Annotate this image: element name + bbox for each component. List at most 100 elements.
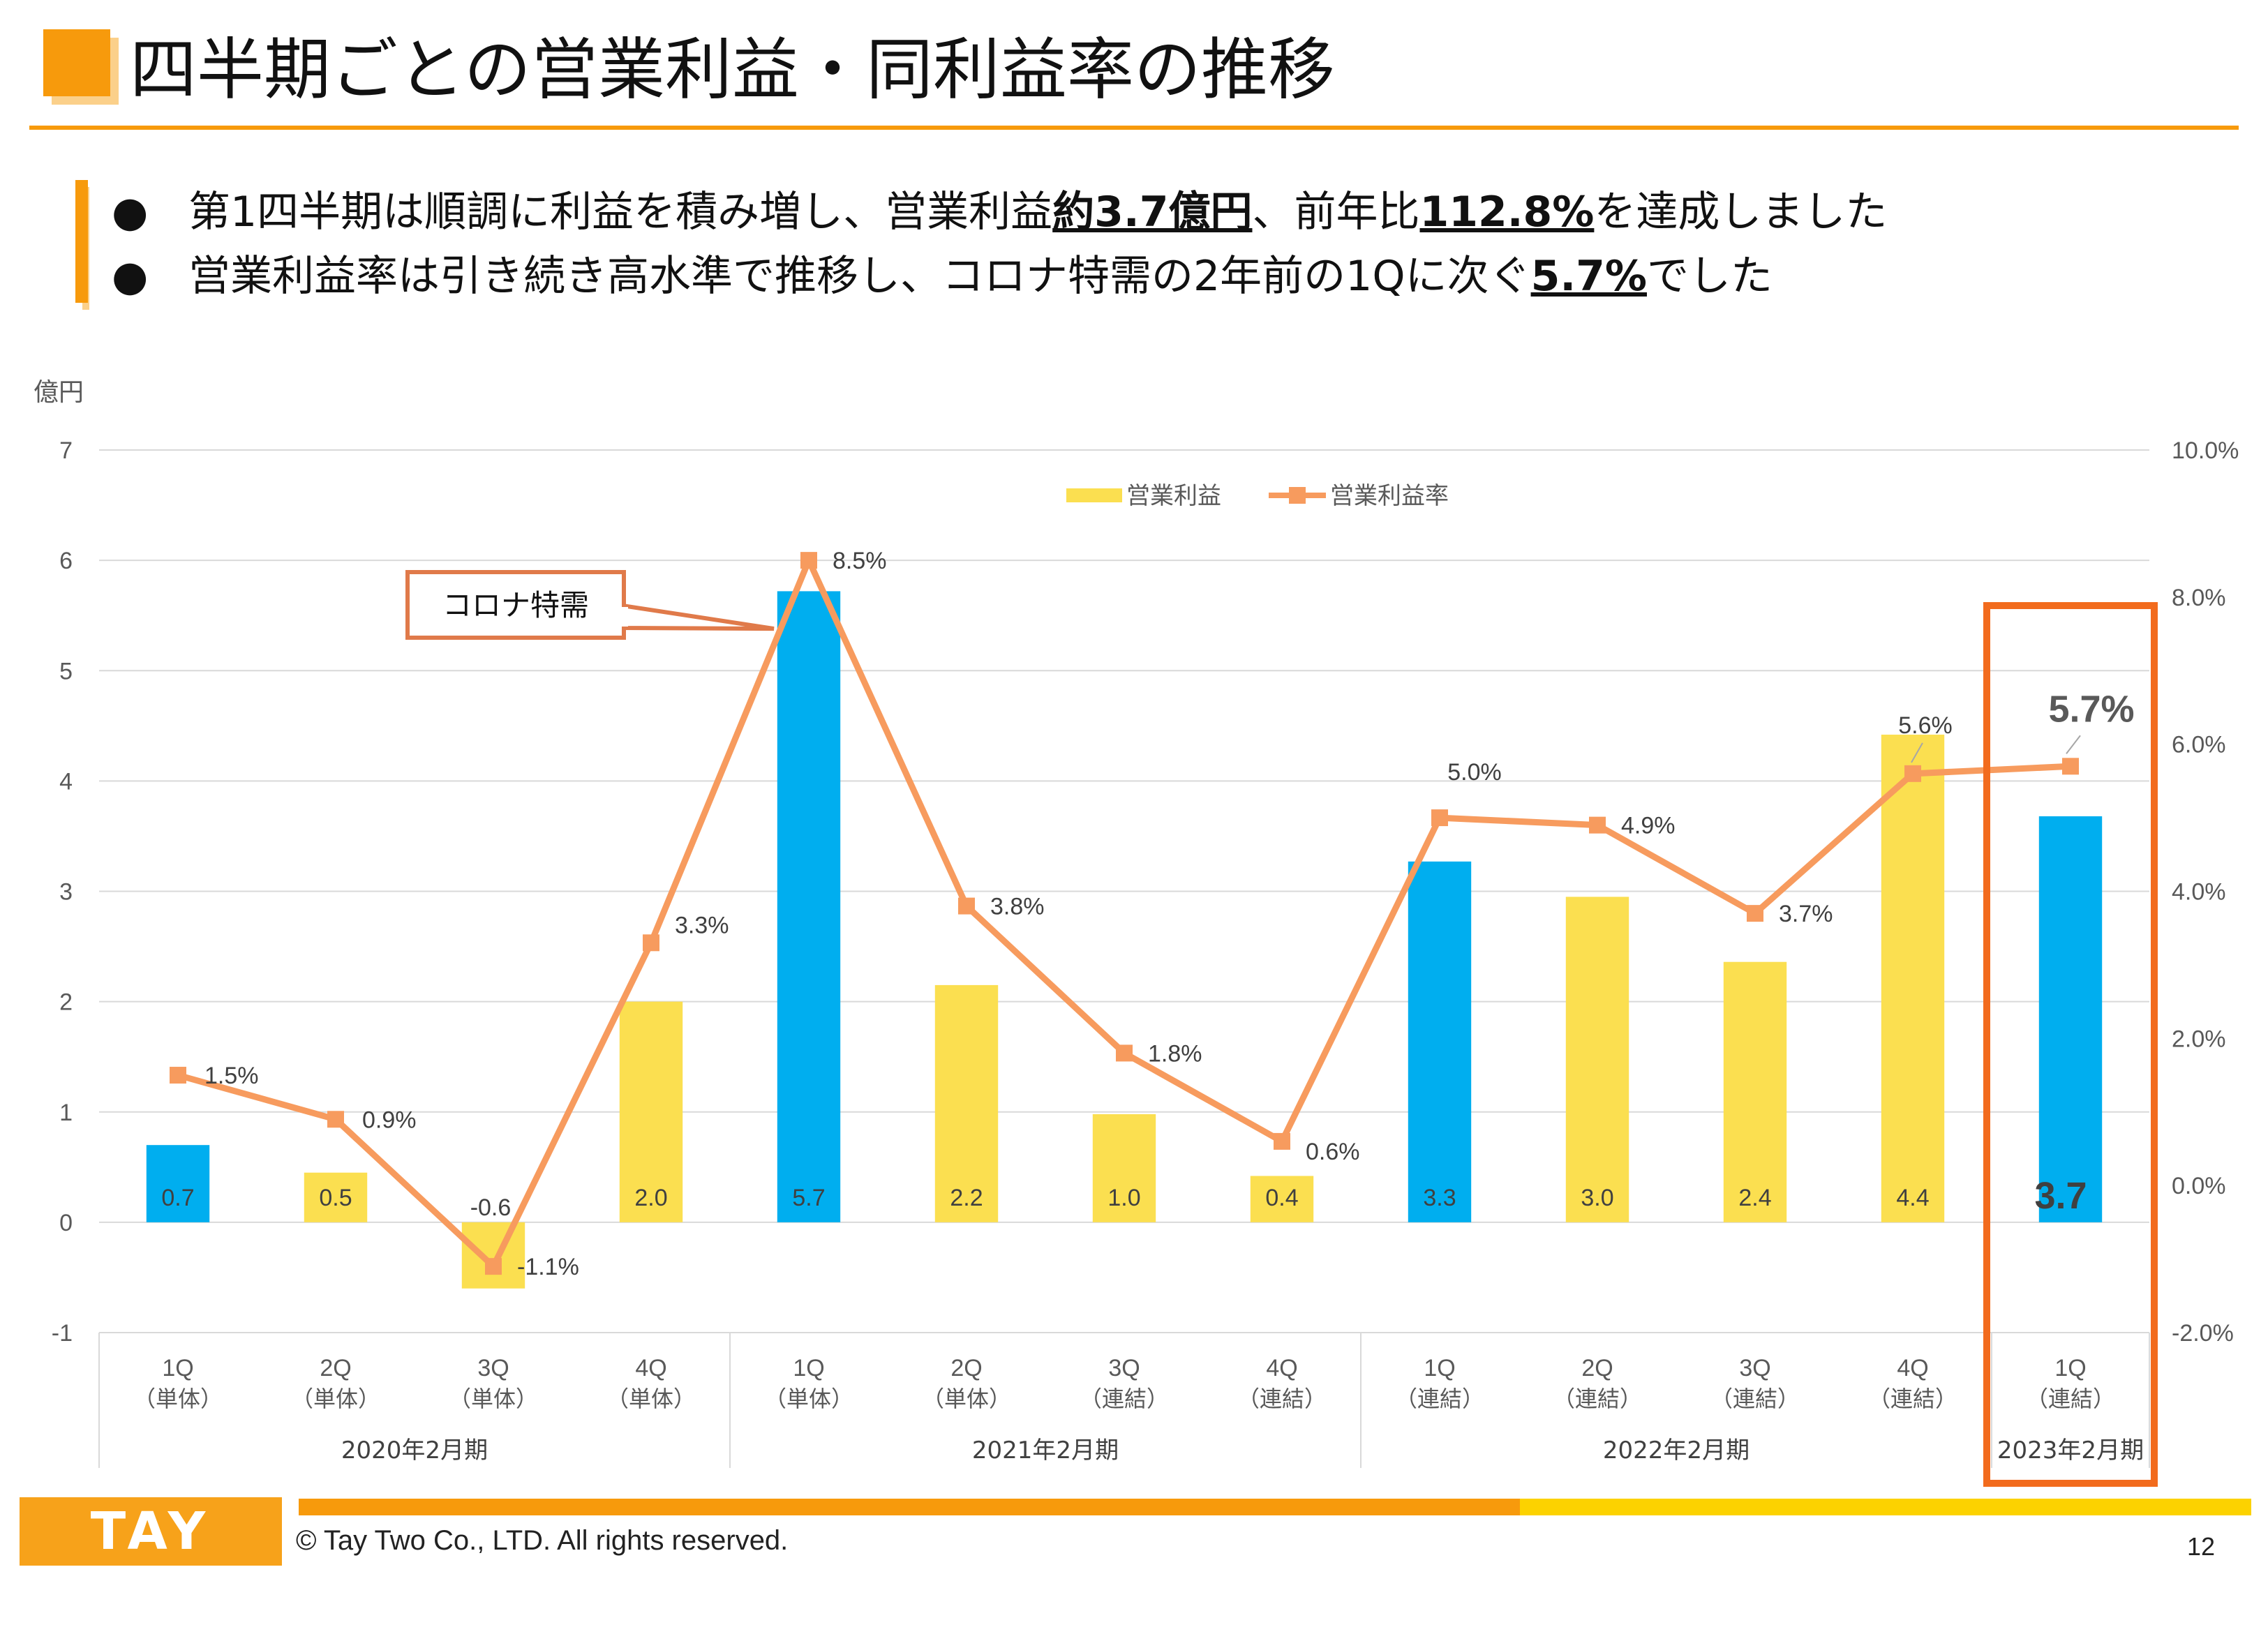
x-tick-label: 2Q xyxy=(1581,1355,1613,1381)
highlight-frame xyxy=(1983,602,2158,1487)
bullet-emphasis: 5.7% xyxy=(1530,252,1647,301)
x-tick-sublabel: （連結） xyxy=(1395,1386,1484,1412)
rate-data-label: 4.9% xyxy=(1621,813,1676,839)
rate-marker xyxy=(327,1111,344,1128)
y-tick-label: 1 xyxy=(59,1100,73,1126)
callout-text: コロナ特需 xyxy=(442,588,589,622)
fiscal-period-label: 2023年2月期 xyxy=(1997,1437,2144,1464)
x-tick-label: 1Q xyxy=(1424,1355,1455,1381)
rate-marker xyxy=(2062,758,2079,775)
bullet-item-2: ● 営業利益率は引き続き高水準で推移し、コロナ特需の2年前の1Qに次ぐ5.7%でし… xyxy=(112,244,1887,308)
rate-data-label: 8.5% xyxy=(833,548,887,574)
x-tick-sublabel: （連結） xyxy=(2026,1386,2115,1412)
rate-marker xyxy=(1274,1132,1290,1150)
y-tick-label: 0 xyxy=(59,1210,73,1236)
bar-data-label: 5.7 xyxy=(792,1185,825,1211)
y-tick-label: 3 xyxy=(59,879,73,906)
rate-marker xyxy=(1116,1044,1133,1062)
y-tick-label: 6 xyxy=(59,548,73,574)
bullet-dot-icon: ● xyxy=(112,188,149,237)
rate-data-label: -1.1% xyxy=(517,1254,579,1280)
rate-data-label: 5.6% xyxy=(1898,712,1953,739)
y2-tick-label: -2.0% xyxy=(2172,1320,2234,1347)
rate-data-label: 5.7% xyxy=(2048,688,2134,730)
bar-data-label: 3.7 xyxy=(2034,1175,2087,1217)
x-tick-sublabel: （単体） xyxy=(764,1386,853,1412)
y2-tick-label: 0.0% xyxy=(2172,1173,2226,1199)
rate-marker xyxy=(170,1067,186,1084)
profit-chart: -1 0 1 2 3 4 5 6 7 -2.0% 0.0% 2.0% 4.0% 6.0% 8.0% 10.0%… xyxy=(33,378,2239,1487)
bar xyxy=(304,1172,368,1222)
bar-data-label: 4.4 xyxy=(1896,1185,1929,1211)
y2-tick-label: 4.0% xyxy=(2172,879,2226,906)
rate-marker xyxy=(958,897,975,915)
x-tick-sublabel: （単体） xyxy=(291,1386,380,1412)
x-tick-label: 4Q xyxy=(635,1355,666,1381)
y2-tick-label: 10.0% xyxy=(2172,437,2239,464)
rate-marker xyxy=(643,934,659,952)
slide-title: 四半期ごとの営業利益・同利益率の推移 xyxy=(130,31,1336,109)
y-tick-label: 7 xyxy=(59,437,73,464)
bar xyxy=(1092,1114,1156,1222)
fiscal-period-label: 2020年2月期 xyxy=(341,1437,488,1464)
legend-label: 営業利益 xyxy=(1126,482,1221,510)
title-square-icon xyxy=(43,29,110,96)
y-tick-label: 4 xyxy=(59,768,73,795)
bar xyxy=(934,984,999,1222)
bullet-emphasis: 約3.7億円 xyxy=(1052,188,1253,237)
legend-bar-swatch xyxy=(1066,488,1122,502)
rate-marker xyxy=(1747,905,1763,922)
fiscal-period-label: 2022年2月期 xyxy=(1603,1437,1750,1464)
x-tick-sublabel: （連結） xyxy=(1868,1386,1957,1412)
bar-data-label: 0.7 xyxy=(161,1185,194,1211)
fiscal-period-label: 2021年2月期 xyxy=(972,1437,1119,1464)
label-leader-line xyxy=(2066,735,2081,754)
bar xyxy=(1565,897,1629,1222)
x-tick-sublabel: （連結） xyxy=(1237,1386,1327,1412)
bar xyxy=(1723,961,1787,1222)
footer-bar-yellow xyxy=(1520,1499,2251,1515)
footer-bar-orange xyxy=(299,1499,1520,1515)
label-leader-line xyxy=(1911,742,1923,763)
bar-data-label: 2.2 xyxy=(950,1185,983,1211)
bar-data-label: 2.0 xyxy=(634,1185,667,1211)
bullet-item-1: ● 第1四半期は順調に利益を積み増し、営業利益約3.7億円、前年比112.8%を達… xyxy=(112,180,1887,244)
bullet-list: ● 第1四半期は順調に利益を積み増し、営業利益約3.7億円、前年比112.8%を達… xyxy=(112,180,1887,308)
x-tick-sublabel: （単体） xyxy=(922,1386,1011,1412)
page-number: 12 xyxy=(2187,1532,2216,1561)
company-logo: TAY TWO xyxy=(20,1497,282,1630)
bullet-emphasis: 112.8% xyxy=(1419,188,1595,237)
rate-data-label: 1.8% xyxy=(1148,1040,1202,1067)
x-tick-sublabel: （単体） xyxy=(606,1386,696,1412)
rate-data-label: 3.3% xyxy=(675,912,729,938)
y2-tick-label: 6.0% xyxy=(2172,732,2226,758)
y-tick-label: -1 xyxy=(52,1320,73,1347)
copyright-text: © Tay Two Co., LTD. All rights reserved. xyxy=(296,1525,789,1556)
title-divider xyxy=(29,126,2239,130)
bar xyxy=(1250,1176,1314,1222)
bar xyxy=(2038,816,2103,1222)
bar xyxy=(1408,861,1472,1222)
callout-box xyxy=(405,570,626,640)
callout-joint xyxy=(620,607,628,627)
y-tick-label: 5 xyxy=(59,658,73,684)
bar xyxy=(777,591,841,1222)
rate-data-label: 1.5% xyxy=(204,1063,259,1089)
rate-data-label: 0.6% xyxy=(1306,1139,1360,1165)
bar xyxy=(461,1222,525,1289)
x-tick-label: 4Q xyxy=(1897,1355,1928,1381)
bar xyxy=(146,1145,210,1222)
x-tick-label: 4Q xyxy=(1266,1355,1297,1381)
bullet-text: を達成しました xyxy=(1594,188,1888,237)
x-tick-label: 1Q xyxy=(793,1355,824,1381)
x-tick-sublabel: （単体） xyxy=(133,1386,223,1412)
x-tick-label: 3Q xyxy=(1108,1355,1140,1381)
bar xyxy=(619,1001,683,1222)
y-axis-unit: 億円 xyxy=(33,378,84,407)
rate-marker xyxy=(800,552,817,569)
bar-data-label: 1.0 xyxy=(1107,1185,1140,1211)
legend-label: 営業利益率 xyxy=(1330,482,1449,510)
bar-data-label: 3.3 xyxy=(1423,1185,1456,1211)
callout-pointer xyxy=(620,603,775,631)
bullet-accent-bar xyxy=(75,180,88,303)
